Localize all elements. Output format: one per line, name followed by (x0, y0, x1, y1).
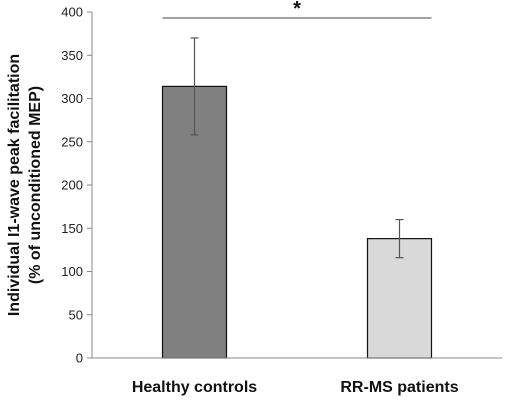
x-category-label: Healthy controls (132, 379, 257, 396)
significance-asterisk: * (293, 0, 301, 20)
y-tick-label: 300 (61, 91, 83, 106)
error-bars (190, 37, 404, 259)
y-axis-title: Individual I1-wave peak facilitation (% … (6, 54, 44, 316)
bars (161, 85, 433, 359)
y-tick-label: 150 (61, 221, 83, 236)
significance-annotation: * (162, 0, 432, 20)
y-tick-label: 50 (69, 307, 83, 322)
y-tick-label: 400 (61, 5, 83, 20)
y-tick-label: 100 (61, 264, 83, 279)
y-axis-ticks: 0 50 100 150 200 250 300 350 400 (61, 5, 92, 366)
y-axis-title-line2: (% of unconditioned MEP) (27, 86, 44, 284)
y-tick-label: 250 (61, 134, 83, 149)
y-tick-label: 200 (61, 178, 83, 193)
y-tick-label: 350 (61, 48, 83, 63)
y-tick-label: 0 (76, 351, 83, 366)
x-axis-category-labels: Healthy controls RR-MS patients (132, 379, 459, 396)
x-category-label: RR-MS patients (340, 379, 458, 396)
y-axis-title-line1: Individual I1-wave peak facilitation (6, 54, 23, 316)
